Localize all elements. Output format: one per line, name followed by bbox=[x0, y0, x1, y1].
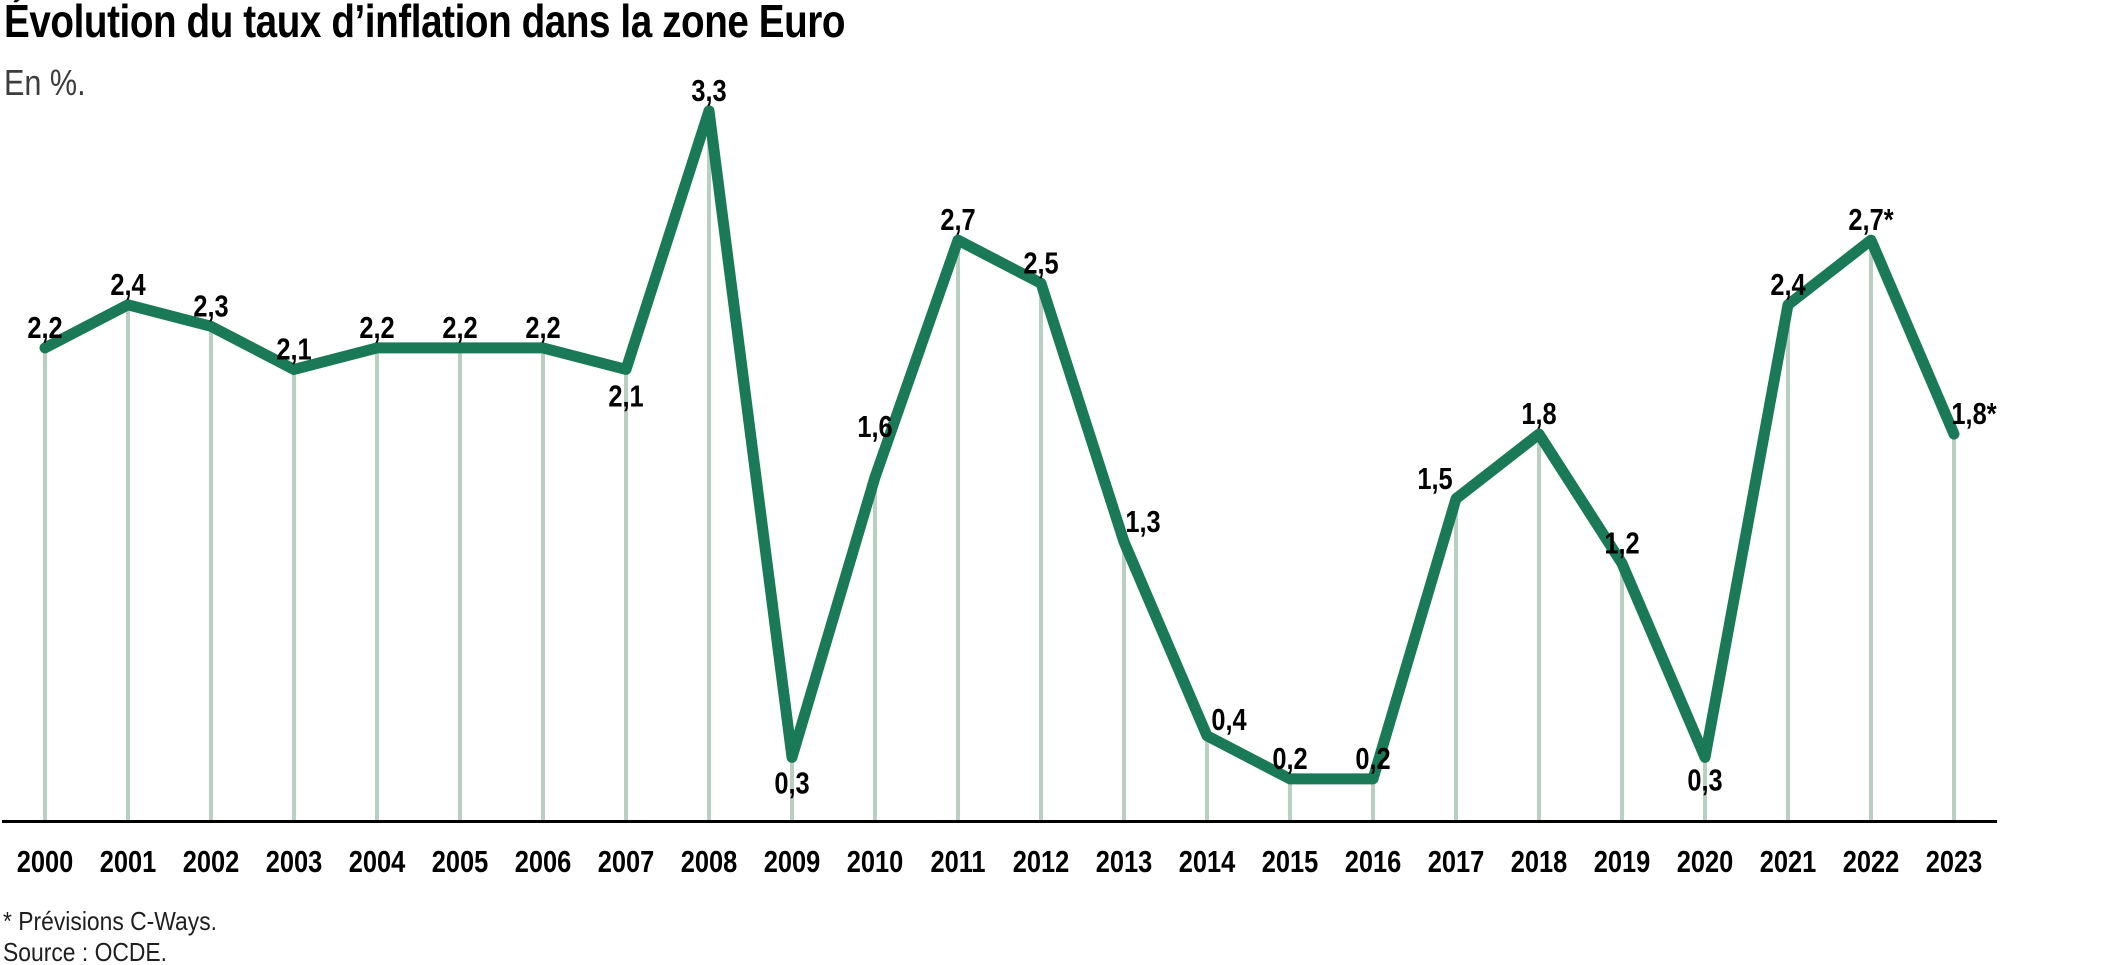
year-label-2004: 2004 bbox=[349, 845, 406, 880]
value-label-2005: 2,2 bbox=[442, 311, 477, 346]
year-label-2002: 2002 bbox=[183, 845, 240, 880]
year-label-2011: 2011 bbox=[930, 845, 985, 880]
value-label-2017: 1,5 bbox=[1417, 461, 1452, 496]
year-label-2018: 2018 bbox=[1511, 845, 1568, 880]
series-line bbox=[39, 105, 1960, 785]
year-label-2016: 2016 bbox=[1345, 845, 1402, 880]
year-label-2003: 2003 bbox=[266, 845, 323, 880]
year-label-2013: 2013 bbox=[1096, 845, 1153, 880]
value-label-2007: 2,1 bbox=[608, 379, 643, 414]
year-label-2005: 2005 bbox=[432, 845, 489, 880]
value-label-2020: 0,3 bbox=[1687, 763, 1722, 798]
value-label-2010: 1,6 bbox=[857, 410, 892, 445]
value-label-2000: 2,2 bbox=[27, 311, 62, 346]
value-label-2014: 0,4 bbox=[1211, 702, 1247, 737]
chart-subtitle: En %. bbox=[4, 62, 100, 104]
value-label-2022: 2,7* bbox=[1848, 203, 1893, 238]
year-label-2022: 2022 bbox=[1843, 845, 1900, 880]
value-label-2001: 2,4 bbox=[110, 267, 146, 302]
value-label-2019: 1,2 bbox=[1604, 526, 1639, 561]
year-label-2007: 2007 bbox=[598, 845, 655, 880]
value-label-2023: 1,8* bbox=[1951, 397, 1996, 432]
year-label-2000: 2000 bbox=[17, 845, 74, 880]
value-label-2011: 2,7 bbox=[940, 203, 975, 238]
chart-title-text: Évolution du taux d’inflation dans la zo… bbox=[4, 0, 846, 47]
year-label-2010: 2010 bbox=[847, 845, 904, 880]
year-label-2017: 2017 bbox=[1428, 845, 1485, 880]
value-label-2006: 2,2 bbox=[525, 311, 560, 346]
value-label-2016: 0,2 bbox=[1355, 742, 1390, 777]
chart-title: Évolution du taux d’inflation dans la zo… bbox=[4, 0, 1005, 48]
year-label-2006: 2006 bbox=[515, 845, 572, 880]
chart-footnote: * Prévisions C-Ways. bbox=[3, 906, 246, 937]
year-label-2021: 2021 bbox=[1760, 845, 1817, 880]
value-label-2015: 0,2 bbox=[1272, 742, 1307, 777]
year-label-2008: 2008 bbox=[681, 845, 738, 880]
value-label-2012: 2,5 bbox=[1023, 246, 1058, 281]
chart-footnote-text: * Prévisions C-Ways. bbox=[3, 906, 218, 936]
value-label-2009: 0,3 bbox=[774, 766, 809, 801]
year-label-2012: 2012 bbox=[1013, 845, 1070, 880]
value-label-2013: 1,3 bbox=[1125, 505, 1160, 540]
value-label-2004: 2,2 bbox=[359, 311, 394, 346]
year-label-2014: 2014 bbox=[1179, 845, 1236, 880]
year-label-2020: 2020 bbox=[1677, 845, 1734, 880]
year-label-2009: 2009 bbox=[764, 845, 821, 880]
value-label-2018: 1,8 bbox=[1521, 397, 1556, 432]
year-label-2023: 2023 bbox=[1926, 845, 1983, 880]
value-label-2021: 2,4 bbox=[1770, 267, 1806, 302]
year-label-2019: 2019 bbox=[1594, 845, 1651, 880]
chart-source: Source : OCDE. bbox=[3, 937, 189, 965]
chart-subtitle-text: En %. bbox=[4, 62, 86, 103]
value-label-2008: 3,3 bbox=[691, 74, 726, 109]
year-label-2001: 2001 bbox=[100, 845, 157, 880]
value-label-2003: 2,1 bbox=[276, 332, 311, 367]
chart-source-text: Source : OCDE. bbox=[3, 937, 168, 965]
year-label-2015: 2015 bbox=[1262, 845, 1319, 880]
value-label-2002: 2,3 bbox=[193, 289, 228, 324]
